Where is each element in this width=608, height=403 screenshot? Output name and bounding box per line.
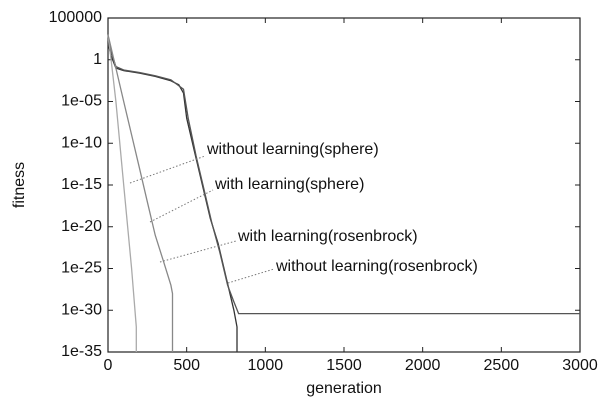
x-tick-label: 0 bbox=[104, 357, 113, 374]
x-axis-label: generation bbox=[306, 380, 382, 397]
x-tick-label: 2000 bbox=[405, 357, 441, 374]
series-label: with learning(rosenbrock) bbox=[237, 228, 418, 245]
series-line bbox=[107, 38, 580, 315]
x-tick-label: 1000 bbox=[248, 357, 284, 374]
y-tick-label: 1e-30 bbox=[61, 301, 102, 318]
leader-line bbox=[149, 189, 214, 223]
x-tick-label: 3000 bbox=[562, 357, 598, 374]
y-tick-label: 1e-15 bbox=[61, 176, 102, 193]
series-line bbox=[107, 34, 174, 352]
y-tick-label: 1e-35 bbox=[61, 343, 102, 360]
series-label: with learning(sphere) bbox=[214, 176, 364, 193]
y-tick-label: 100000 bbox=[49, 9, 102, 26]
y-tick-label: 1e-20 bbox=[61, 218, 102, 235]
x-tick-label: 500 bbox=[173, 357, 200, 374]
leader-line bbox=[129, 155, 206, 184]
leader-line bbox=[159, 240, 237, 263]
leader-line bbox=[227, 268, 275, 284]
x-tick-label: 2500 bbox=[484, 357, 520, 374]
y-tick-label: 1 bbox=[93, 51, 102, 68]
x-tick-label: 1500 bbox=[326, 357, 362, 374]
y-tick-label: 1e-10 bbox=[61, 134, 102, 151]
series-line bbox=[107, 34, 137, 352]
series-label: without learning(rosenbrock) bbox=[275, 258, 478, 275]
y-axis-label: fitness bbox=[11, 162, 28, 208]
y-tick-label: 1e-25 bbox=[61, 260, 102, 277]
y-tick-label: 1e-05 bbox=[61, 93, 102, 110]
series-label: without learning(sphere) bbox=[206, 141, 379, 158]
